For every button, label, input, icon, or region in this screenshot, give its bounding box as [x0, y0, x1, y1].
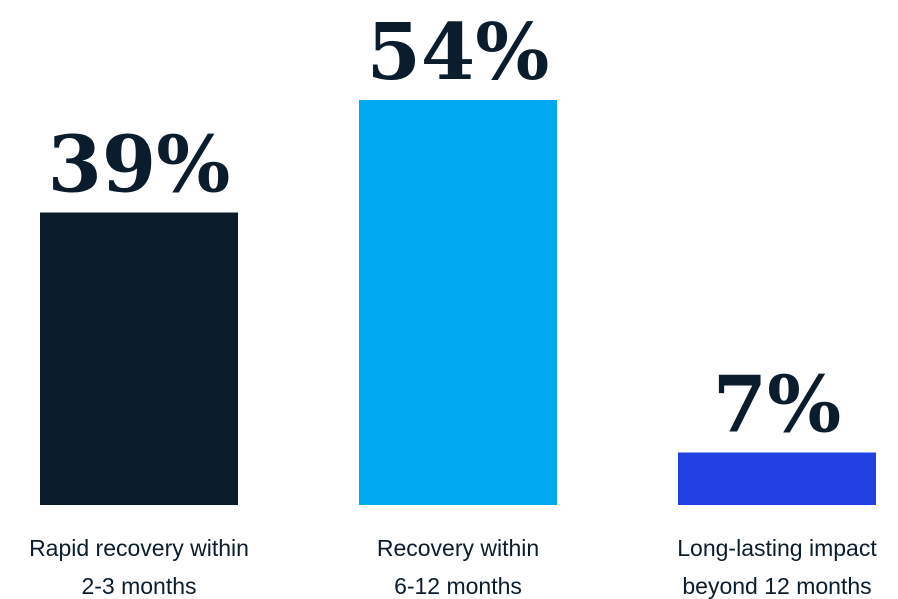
bar-3 [678, 452, 876, 505]
category-labels-group: Rapid recovery within 2-3 months Recovery … [29, 535, 877, 599]
category-label-1-line-1: Rapid recovery within [29, 535, 249, 561]
category-label-2-line-1: Recovery within [377, 535, 539, 561]
value-label-1: 39% [48, 120, 231, 211]
category-label-3-line-2: beyond 12 months [682, 573, 871, 599]
value-labels-group: 39% 54% 7% [48, 7, 842, 451]
category-label-2-line-2: 6-12 months [394, 573, 522, 599]
bar-1 [40, 212, 238, 505]
bar-2 [359, 100, 557, 505]
value-label-2: 54% [367, 7, 550, 98]
value-label-3: 7% [713, 360, 841, 451]
category-label-1-line-2: 2-3 months [81, 573, 196, 599]
bars-group [40, 100, 876, 505]
category-label-3-line-1: Long-lasting impact [677, 535, 877, 561]
